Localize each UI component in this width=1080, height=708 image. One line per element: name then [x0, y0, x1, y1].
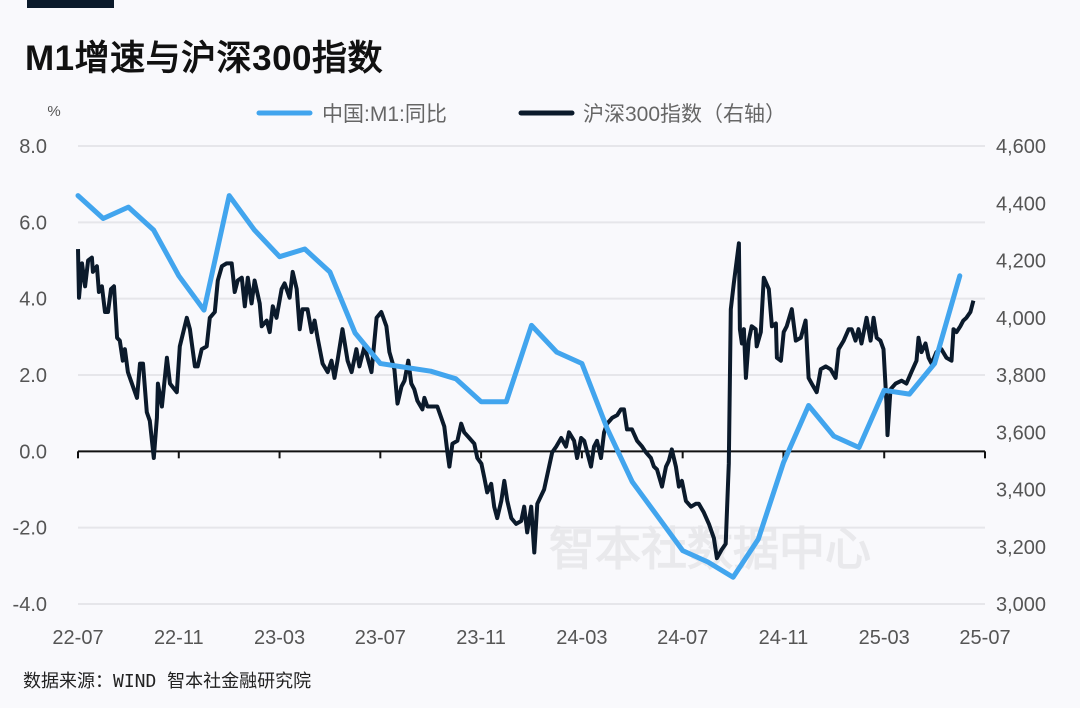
left-tick-label: 2.0	[19, 365, 47, 387]
series-line-m1	[75, 193, 963, 580]
right-tick-label: 3,200	[996, 537, 1046, 559]
legend-label-m1: 中国:M1:同比	[322, 103, 447, 126]
left-tick-label: 0.0	[19, 441, 47, 463]
left-tick-label: 4.0	[19, 289, 47, 311]
x-tick-label: 25-07	[959, 627, 1010, 649]
left-tick-label: 6.0	[19, 212, 47, 234]
x-tick-label: 22-11	[154, 627, 204, 649]
left-axis: 8.0 6.0 4.0 2.0 0.0 -2.0 -4.0	[13, 136, 47, 616]
right-tick-label: 3,600	[996, 422, 1046, 444]
left-axis-unit: %	[47, 103, 60, 120]
right-tick-label: 4,000	[996, 308, 1046, 330]
x-tick-label: 25-03	[859, 627, 910, 649]
right-tick-label: 3,400	[996, 480, 1046, 502]
x-tick-label: 23-03	[254, 627, 305, 649]
series-line-hs300	[76, 241, 976, 561]
x-tick-label: 24-07	[657, 627, 708, 649]
x-tick-label: 22-07	[52, 627, 103, 649]
x-tick-label: 23-11	[456, 627, 506, 649]
left-tick-label: -4.0	[13, 594, 47, 616]
right-tick-label: 3,800	[996, 365, 1046, 387]
left-tick-label: 8.0	[19, 136, 47, 158]
left-tick-label: -2.0	[13, 518, 47, 540]
right-tick-label: 4,200	[996, 251, 1046, 273]
source-note: 数据来源：WIND 智本社金融研究院	[23, 671, 312, 692]
legend-label-hs300: 沪深300指数（右轴）	[583, 103, 786, 126]
right-tick-label: 4,400	[996, 193, 1046, 215]
x-axis: 22-07 22-11 23-03 23-07 23-11 24-03 24-07 24-11…	[52, 450, 1011, 649]
title-accent-bar	[27, 0, 114, 8]
x-tick-label: 23-07	[355, 627, 406, 649]
x-tick-label: 24-11	[759, 627, 809, 649]
chart-title: M1增速与沪深300指数	[25, 39, 384, 78]
right-tick-label: 4,600	[996, 136, 1046, 158]
right-axis: 4,600 4,400 4,200 4,000 3,800 3,600 3,400 3,200…	[996, 136, 1046, 616]
legend: 中国:M1:同比 沪深300指数（右轴）	[256, 103, 786, 126]
x-tick-label: 24-03	[556, 627, 607, 649]
right-tick-label: 3,000	[996, 594, 1046, 616]
